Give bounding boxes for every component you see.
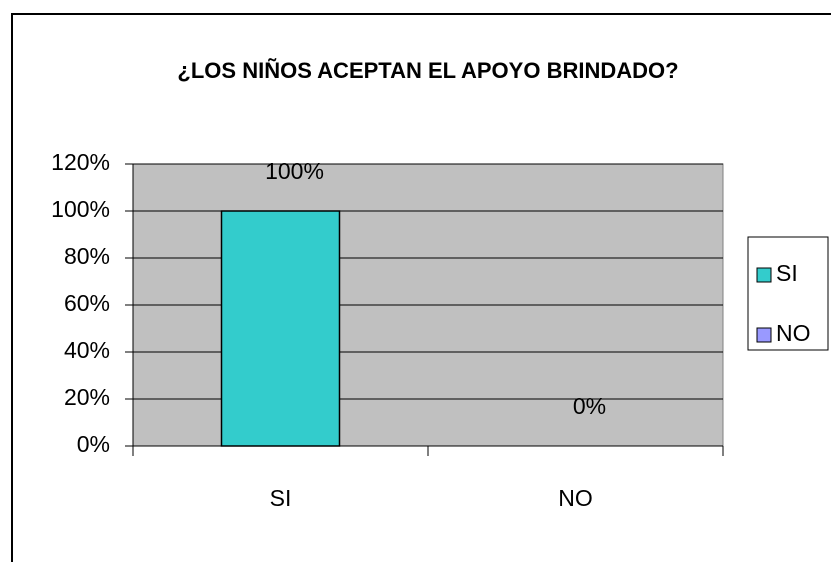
- legend-box: [747, 236, 829, 351]
- chart-title: ¿LOS NIÑOS ACEPTAN EL APOYO BRINDADO?: [177, 58, 678, 83]
- y-tick-label: 60%: [64, 290, 110, 316]
- y-tick-label: 20%: [64, 384, 110, 410]
- x-tick-label: SI: [270, 485, 292, 511]
- y-tick-label: 100%: [51, 196, 110, 222]
- y-tick-label: 80%: [64, 243, 110, 269]
- legend-swatch: [756, 327, 772, 343]
- bar: [220, 210, 341, 447]
- legend-swatch: [756, 267, 772, 283]
- value-label: 0%: [573, 393, 606, 419]
- value-label: 100%: [265, 158, 324, 184]
- legend-label: NO: [776, 320, 811, 346]
- x-tick-label: NO: [558, 485, 593, 511]
- y-tick-label: 120%: [51, 149, 110, 175]
- y-tick-label: 40%: [64, 337, 110, 363]
- legend-label: SI: [776, 260, 798, 286]
- y-tick-label: 0%: [77, 431, 110, 457]
